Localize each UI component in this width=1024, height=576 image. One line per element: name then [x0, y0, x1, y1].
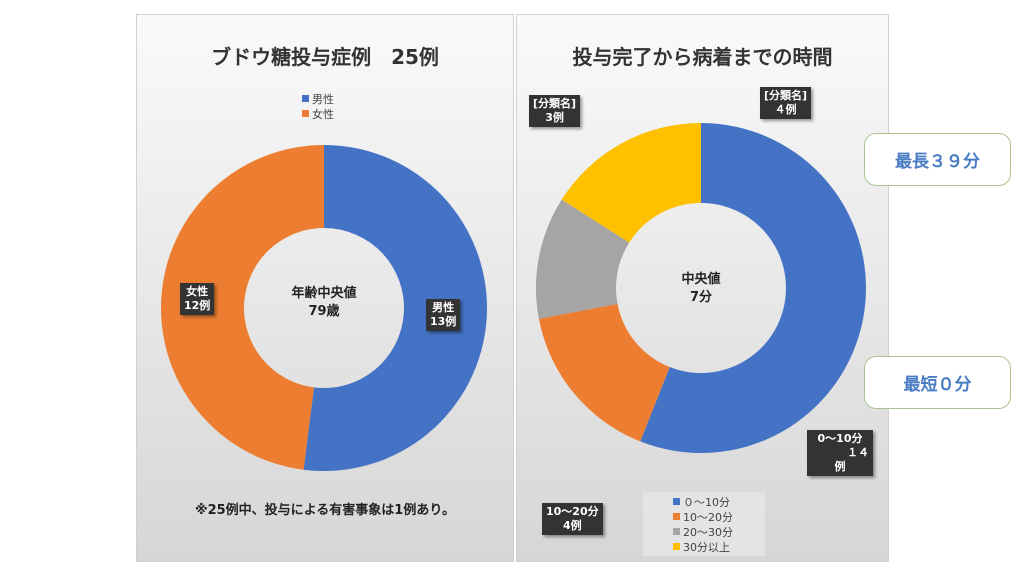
- chart-title: 投与完了から病着までの時間: [572, 45, 833, 69]
- donut-segment-3: [561, 122, 701, 243]
- legend-item-female: 女性: [302, 106, 334, 121]
- data-label-0-10: 0～10分 １４ 例: [807, 430, 873, 476]
- callout-min: 最短０分: [864, 356, 1011, 409]
- chart-panel-time: 投与完了から病着までの時間 中央値 7分 0～10分 １４ 例 10～20分 4例 [分…: [516, 14, 889, 562]
- chart-panel-sex: ブドウ糖投与症例 25例 男性 女性 年齢中央値 79歳 男性 13例 女性 12例 …: [136, 14, 514, 562]
- legend-item-male: 男性: [302, 91, 334, 106]
- chart-title: ブドウ糖投与症例 25例: [211, 45, 439, 69]
- legend-item: ０～10分: [673, 494, 765, 509]
- donut-chart: [160, 145, 487, 471]
- legend-item: 20～30分: [673, 524, 765, 539]
- data-label-10-20: 10～20分 4例: [542, 503, 603, 535]
- data-label-30plus: [分類名] ４例: [760, 87, 812, 119]
- data-label-female: 女性 12例: [180, 283, 215, 315]
- footnote: ※25例中、投与による有害事象は1例あり。: [194, 503, 456, 518]
- donut-segment-0: [640, 123, 867, 453]
- data-label-20-30: [分類名] 3例: [529, 95, 581, 127]
- legend: 男性 女性: [302, 91, 334, 121]
- donut-chart: [536, 122, 867, 453]
- legend-item: 10～20分: [673, 509, 765, 524]
- center-label: 年齢中央値 79歳: [291, 286, 357, 319]
- data-label-male: 男性 13例: [426, 299, 461, 331]
- donut-segment-1: [538, 303, 670, 442]
- donut-segment-0: [303, 145, 487, 471]
- center-label: 中央値 7分: [681, 272, 721, 305]
- legend-item: 30分以上: [673, 539, 765, 554]
- legend: ０～10分 10～20分 20～30分 30分以上: [643, 492, 765, 556]
- donut-segment-1: [160, 145, 324, 470]
- callout-max: 最長３９分: [864, 133, 1011, 186]
- donut-segment-2: [536, 199, 630, 319]
